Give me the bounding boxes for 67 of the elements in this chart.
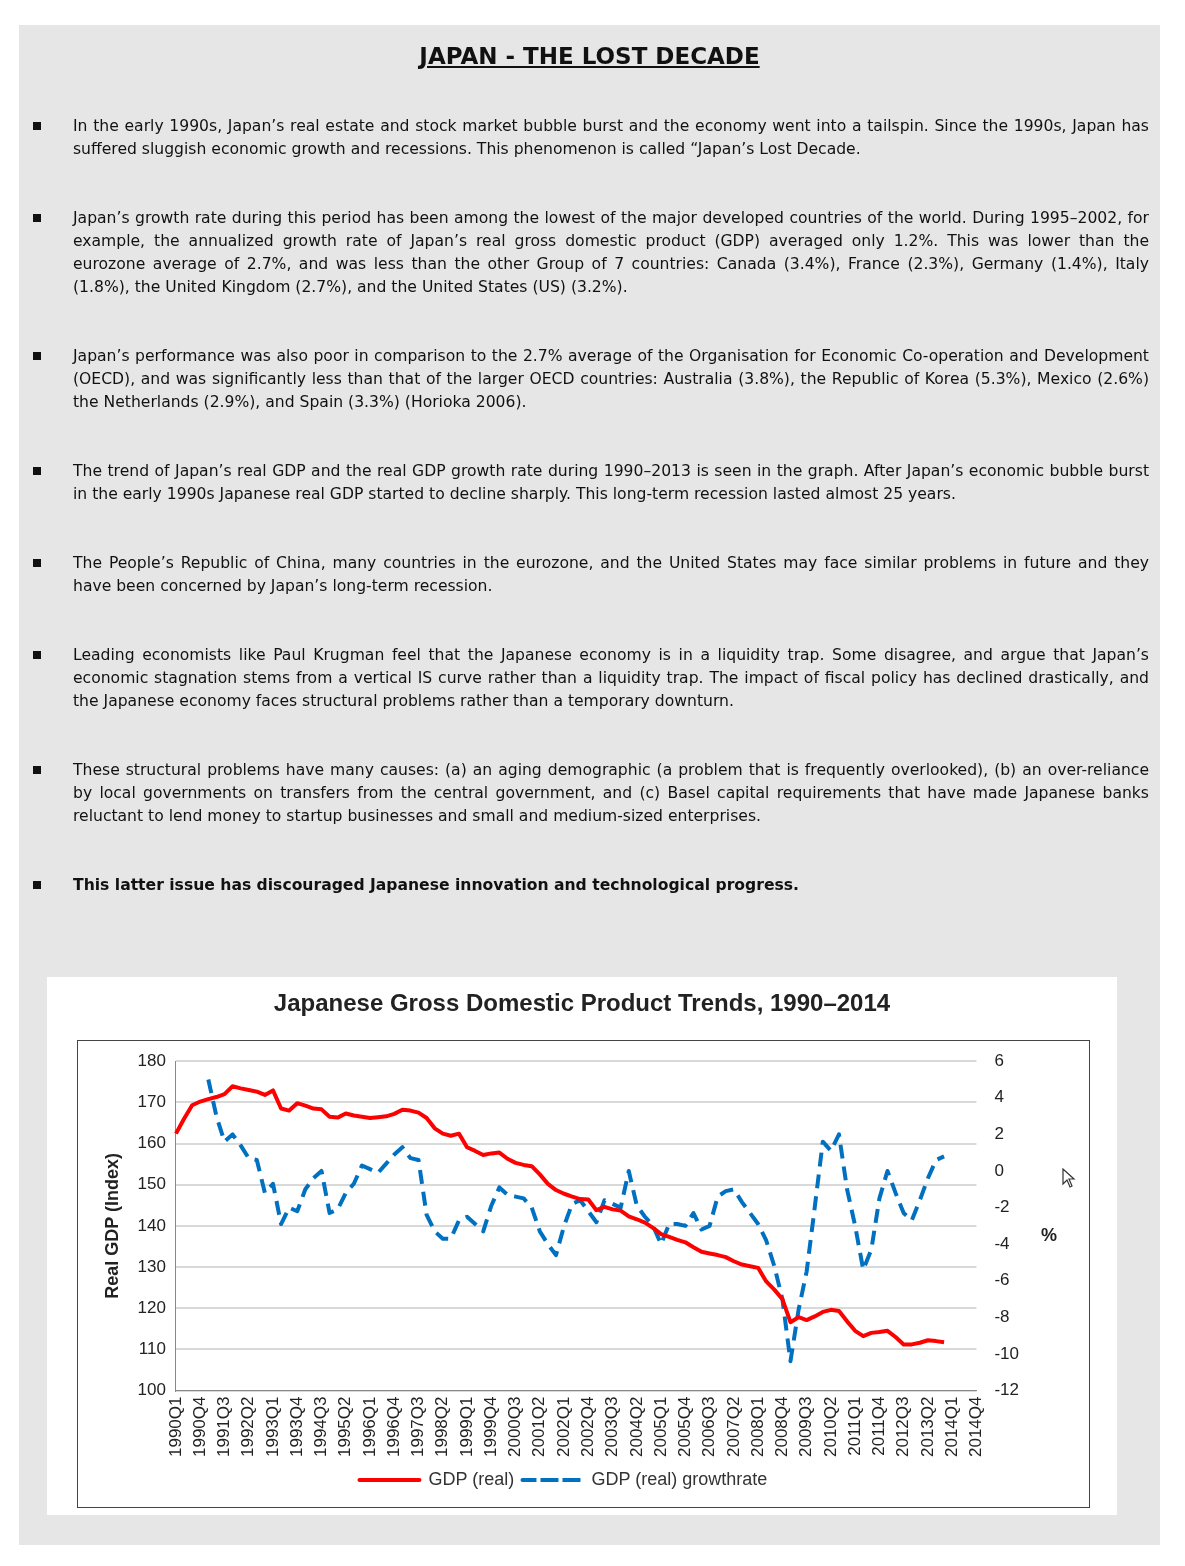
x-tick-label: 1991Q3 — [214, 1396, 234, 1457]
x-tick-label: 2002Q4 — [578, 1396, 598, 1457]
x-tick-label: 1996Q4 — [383, 1396, 403, 1457]
y-tick-label: 130 — [137, 1256, 166, 1276]
x-tick-label: 2001Q2 — [529, 1396, 549, 1457]
text: The People’s Republic of China, many countries in the eurozone, and the United States may face similar problems in future and they have been concerned by Japan’s long-term recession. — [29, 552, 1149, 598]
y-axis-title: Real GDP (Index) — [101, 1152, 122, 1299]
y-tick-label: 160 — [137, 1133, 166, 1153]
y2-tick-label: 2 — [994, 1124, 1004, 1144]
x-tick-label: 2009Q3 — [796, 1396, 816, 1457]
x-tick-label: 2006Q3 — [699, 1396, 719, 1457]
x-tick-label: 2003Q3 — [602, 1396, 622, 1457]
x-tick-label: 1990Q1 — [165, 1396, 185, 1457]
x-tick-label: 2005Q1 — [650, 1396, 670, 1457]
y2-tick-label: -4 — [994, 1233, 1010, 1253]
x-tick-label: 2014Q4 — [966, 1396, 986, 1457]
x-tick-label: 1993Q1 — [262, 1396, 282, 1457]
x-tick-label: 1994Q3 — [311, 1396, 331, 1457]
x-tick-label: 1995Q2 — [335, 1396, 355, 1457]
text: This latter issue has discouraged Japanese innovation and technological progress. — [29, 874, 1149, 897]
x-tick-label: 2011Q1 — [844, 1396, 864, 1456]
y2-tick-label: -10 — [994, 1343, 1020, 1363]
text: Japan’s performance was also poor in comparison to the 2.7% average of the Organisation for Economic Co-operation and Development (OECD), and was significantly less than that of the larger OECD countries: Australia (3.8%), the Republic of Korea (5.3%), Mexico (2.6%) the Netherlands (2.9%), and Spain (3.3%) (Horioka 2006). — [29, 345, 1149, 414]
x-tick-label: 2004Q2 — [626, 1396, 646, 1457]
text: Japan’s growth rate during this period has been among the lowest of the major developed countries of the world. During 1995–2002, for example, the annualized growth rate of Japan’s real gross domestic product (GDP) averaged only 1.2%. This was lower than the eurozone average of 2.7%, and was less than the other Group of 7 countries: Canada (3.4%), France (2.3%), Germany (1.4%), Italy (1.8%), the United Kingdom (2.7%), and the United States (US) (3.2%). — [29, 207, 1149, 299]
x-tick-label: 2010Q2 — [820, 1396, 840, 1457]
x-tick-label: 2012Q3 — [893, 1396, 913, 1457]
x-tick-label: 2013Q2 — [917, 1396, 937, 1457]
chart-title: Japanese Gross Domestic Product Trends, 1990–2014 — [272, 989, 892, 1017]
x-tick-label: 1999Q4 — [480, 1396, 500, 1457]
y2-tick-label: 0 — [994, 1160, 1004, 1180]
text: These structural problems have many causes: (a) an aging demographic (a problem that is frequently overlooked), (b) an over-reliance by local governments on transfers from the central government, and (c) Basel capital requirements that have made Japanese banks reluctant to lend money to startup businesses and small and medium-sized enterprises. — [29, 759, 1149, 828]
x-tick-label: 2005Q4 — [675, 1396, 695, 1457]
y2-axis-title: % — [1041, 1224, 1058, 1245]
y2-tick-label: -12 — [994, 1380, 1020, 1400]
x-tick-label: 2002Q1 — [553, 1396, 573, 1457]
x-tick-label: 1993Q4 — [286, 1396, 306, 1457]
legend-label: GDP (real) growthrate — [591, 1468, 768, 1489]
x-tick-label: 2014Q1 — [941, 1396, 961, 1457]
text: Leading economists like Paul Krugman feel that the Japanese economy is in a liquidity trap. Some disagree, and argue that Japan’s economic stagnation stems from a vertical IS curve rather than a liquidity trap. The impact of fiscal policy has declined drastically, and the Japanese economy faces structural problems rather than a temporary downturn. — [29, 644, 1149, 713]
x-tick-label: 2008Q1 — [747, 1396, 767, 1457]
y2-tick-label: -2 — [994, 1197, 1010, 1217]
y2-tick-label: -6 — [994, 1270, 1010, 1290]
legend-label: GDP (real) — [428, 1468, 515, 1489]
x-tick-label: 2008Q4 — [772, 1396, 792, 1457]
x-tick-label: 1997Q3 — [408, 1396, 428, 1457]
text: In the early 1990s, Japan’s real estate and stock market bubble burst and the economy went into a tailspin. Since the 1990s, Japan has suffered sluggish economic growth and recessions. This phenomenon is called “Japan’s Lost Decade. — [29, 115, 1149, 161]
x-tick-label: 1992Q2 — [238, 1396, 258, 1457]
x-tick-label: 1996Q1 — [359, 1396, 379, 1457]
y-tick-label: 150 — [137, 1174, 166, 1194]
y-tick-label: 180 — [137, 1050, 166, 1070]
y-tick-label: 100 — [137, 1380, 166, 1400]
y-tick-label: 120 — [137, 1297, 166, 1317]
y2-tick-label: 6 — [994, 1050, 1004, 1070]
x-tick-label: 2007Q2 — [723, 1396, 743, 1457]
y2-tick-label: -8 — [994, 1307, 1010, 1327]
x-tick-label: 1990Q4 — [189, 1396, 209, 1457]
x-tick-label: 1998Q2 — [432, 1396, 452, 1457]
x-tick-label: 1999Q1 — [456, 1396, 476, 1457]
y-tick-label: 110 — [138, 1339, 166, 1359]
text: JAPAN - THE LOST DECADE — [417, 43, 761, 69]
y-tick-label: 140 — [137, 1215, 166, 1235]
x-tick-label: 2011Q4 — [869, 1396, 889, 1456]
x-tick-label: 2000Q3 — [505, 1396, 525, 1457]
text: The trend of Japan’s real GDP and the real GDP growth rate during 1990–2013 is seen in the graph. After Japan’s economic bubble burst in the early 1990s Japanese real GDP started to decline sharply. This long-term recession lasted almost 25 years. — [29, 460, 1149, 506]
y2-tick-label: 4 — [994, 1087, 1004, 1107]
y-tick-label: 170 — [137, 1092, 166, 1112]
